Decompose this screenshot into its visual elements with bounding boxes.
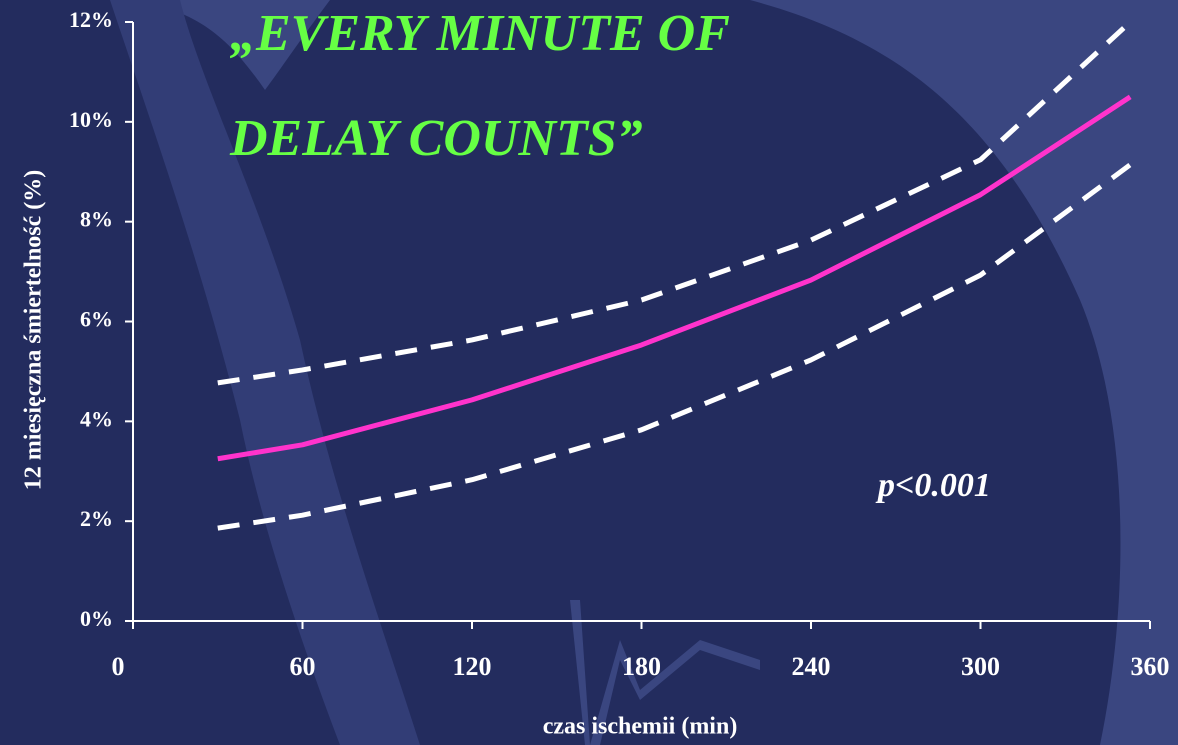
y-tick-label: 2% <box>80 506 113 531</box>
chart: „EVERY MINUTE OF DELAY COUNTS” p<0.001 c… <box>0 0 1178 745</box>
y-tick-label: 10% <box>69 107 113 132</box>
annotation: p<0.001 <box>875 467 991 504</box>
x-tick-label: 0 <box>112 652 125 681</box>
x-tick-label: 60 <box>290 652 316 681</box>
title: DELAY COUNTS” <box>229 110 643 167</box>
y-tick-label: 6% <box>80 307 113 332</box>
y-tick-label: 4% <box>80 406 113 431</box>
y-tick-label: 12% <box>69 7 113 32</box>
y-axis-label: 12 miesięczna śmiertelność (%) <box>21 170 47 491</box>
x-tick-label: 120 <box>453 652 492 681</box>
x-tick-label: 240 <box>792 652 831 681</box>
title: „EVERY MINUTE OF <box>230 5 730 62</box>
x-tick-label: 180 <box>622 652 661 681</box>
y-tick-label: 0% <box>80 606 113 631</box>
x-tick-label: 300 <box>961 652 1000 681</box>
y-tick-label: 8% <box>80 207 113 232</box>
x-tick-label: 360 <box>1131 652 1170 681</box>
x-axis-label: czas ischemii (min) <box>543 714 738 740</box>
